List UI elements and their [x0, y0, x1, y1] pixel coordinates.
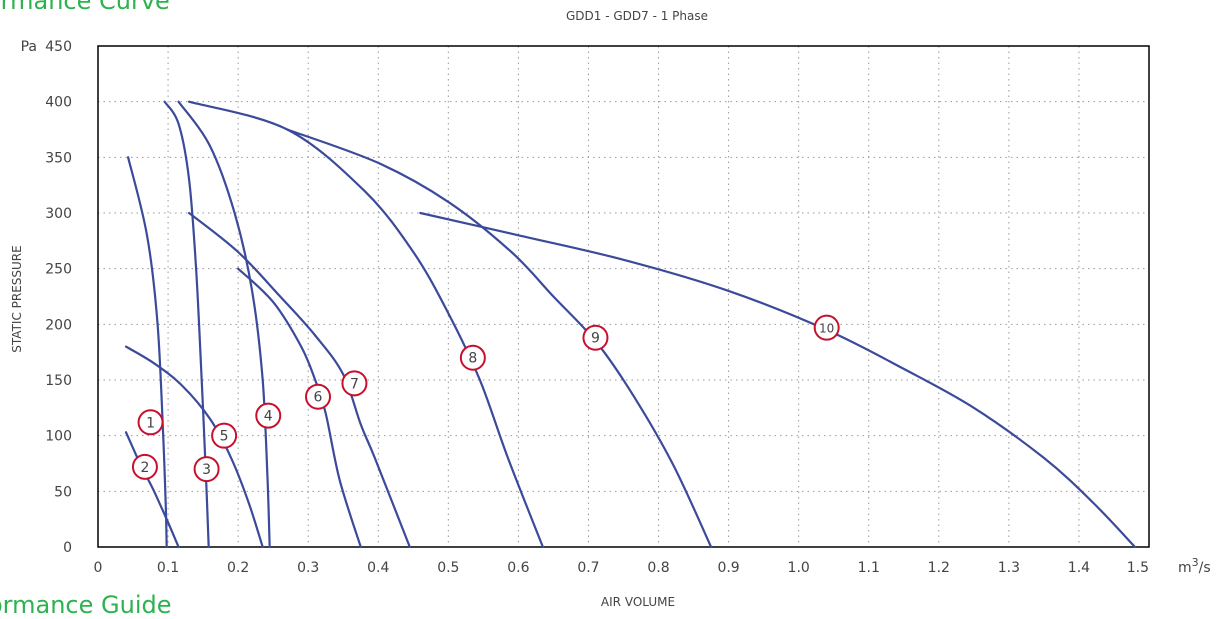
chart-title: GDD1 - GDD7 - 1 Phase: [566, 9, 708, 23]
marker-label: 5: [220, 429, 229, 445]
x-tick-label: 1.4: [1068, 560, 1090, 576]
x-tick-label: 0.6: [507, 560, 529, 576]
marker-ring: [211, 422, 238, 449]
marker-label: 8: [468, 351, 477, 367]
y-tick-label: 450: [45, 39, 72, 55]
x-tick-label: 0.3: [297, 560, 319, 576]
curve-5: [124, 345, 264, 549]
curve-marker-2: 2: [131, 453, 158, 480]
marker-ring: [582, 324, 609, 351]
x-tick-label: 1.5: [1127, 560, 1149, 576]
x-tick-label: 0.7: [577, 560, 599, 576]
x-tick-label: 1.2: [928, 560, 950, 576]
curve-1: [127, 156, 168, 549]
marker-label: 3: [202, 462, 211, 478]
curve-marker-6: 6: [305, 383, 332, 410]
y-tick-label: 400: [45, 95, 72, 111]
curve-marker-1: 1: [137, 409, 164, 436]
curves: [124, 100, 1137, 549]
x-tick-label: 0.8: [647, 560, 669, 576]
marker-ring: [813, 314, 840, 341]
y-tick-label: 250: [45, 262, 72, 278]
marker-label: 1: [146, 415, 155, 431]
x-axis-ticks: 0 0.1 0.2 0.3 0.4 0.5 0.6 0.7 0.8 0.9 1.0 1.1 1.2 1.3…: [94, 560, 1149, 576]
x-axis-label: AIR VOLUME: [601, 595, 675, 609]
y-axis-label: STATIC PRESSURE: [10, 245, 24, 352]
marker-label: 4: [264, 409, 273, 425]
marker-ring: [131, 453, 158, 480]
marker-label: 6: [314, 390, 323, 406]
curve-2: [124, 431, 180, 549]
grid: [98, 46, 1149, 547]
marker-ring: [137, 409, 164, 436]
x-tick-label: 0.1: [157, 560, 179, 576]
plot-frame: [97, 45, 1150, 548]
x-tick-label: 1.3: [998, 560, 1020, 576]
y-tick-label: 300: [45, 206, 72, 222]
curve-marker-8: 8: [459, 344, 486, 371]
curve-marker-7: 7: [341, 370, 368, 397]
curve-6: [237, 267, 362, 549]
x-axis-unit: m3/s: [1178, 556, 1211, 576]
curve-markers: 1 2 3 4 5 6 7 8 9 10: [131, 314, 840, 483]
curve-marker-10: 10: [813, 314, 840, 341]
curve-4: [177, 100, 271, 549]
curve-7: [188, 211, 411, 549]
marker-label: 10: [819, 322, 834, 336]
section-heading-performance-curve: ormance Curve: [0, 0, 170, 15]
x-tick-label: 1.0: [788, 560, 810, 576]
y-tick-label: 50: [54, 484, 72, 500]
x-tick-label: 0.9: [717, 560, 739, 576]
x-tick-label: 0.4: [367, 560, 389, 576]
curve-3: [163, 100, 210, 549]
curve-marker-4: 4: [255, 402, 282, 429]
marker-ring: [305, 383, 332, 410]
x-tick-label: 1.1: [858, 560, 880, 576]
curve-marker-5: 5: [211, 422, 238, 449]
marker-ring: [255, 402, 282, 429]
marker-ring: [341, 370, 368, 397]
marker-label: 9: [591, 331, 600, 347]
section-heading-performance-guide: ormance Guide: [0, 591, 172, 619]
y-axis-unit: Pa: [21, 39, 37, 55]
x-tick-label: 0: [94, 560, 103, 576]
marker-label: 7: [350, 376, 359, 392]
y-tick-label: 150: [45, 373, 72, 389]
x-tick-label: 0.5: [437, 560, 459, 576]
y-tick-label: 200: [45, 317, 72, 333]
curve-marker-3: 3: [193, 456, 220, 483]
curve-9: [286, 128, 713, 549]
y-axis-ticks: 0 50 100 150 200 250 300 350 400 450: [45, 39, 72, 556]
marker-ring: [193, 456, 220, 483]
curve-marker-9: 9: [582, 324, 609, 351]
x-tick-label: 0.2: [227, 560, 249, 576]
y-tick-label: 0: [63, 540, 72, 556]
y-tick-label: 350: [45, 150, 72, 166]
marker-label: 2: [140, 460, 149, 476]
marker-ring: [459, 344, 486, 371]
y-tick-label: 100: [45, 429, 72, 445]
